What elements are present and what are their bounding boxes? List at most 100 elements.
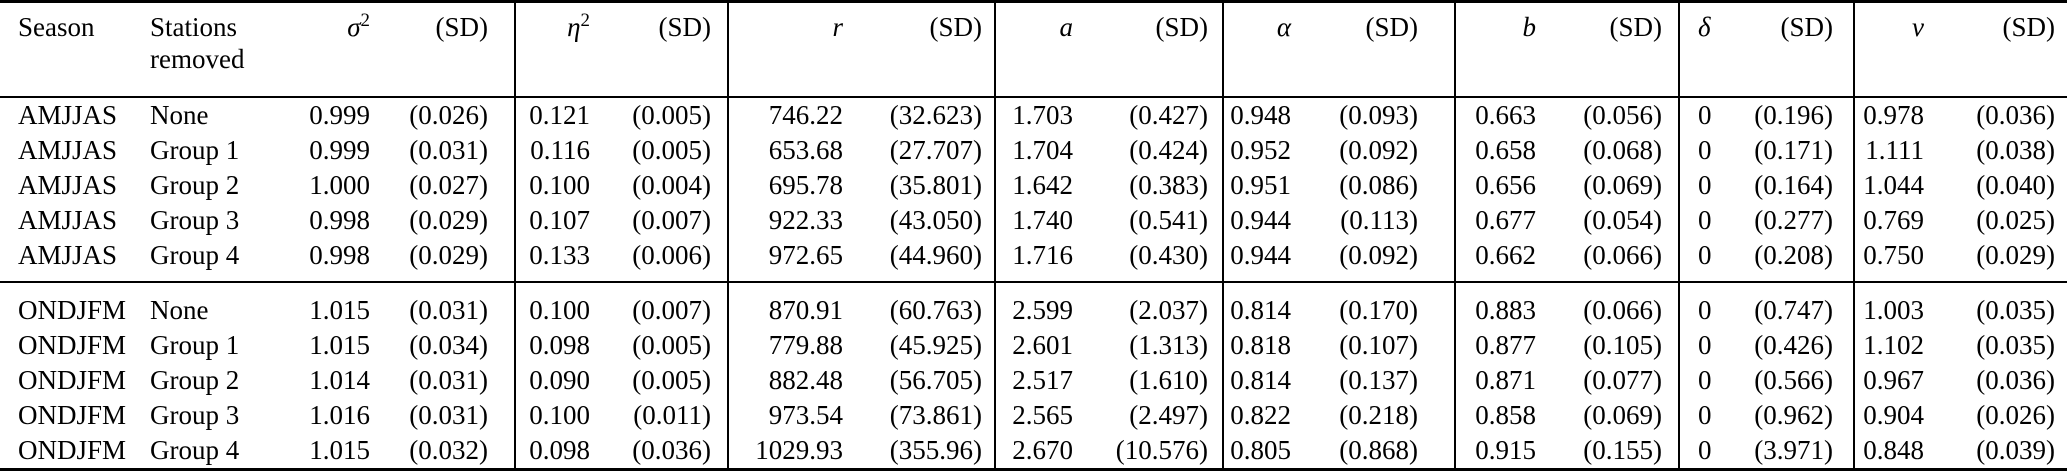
value-cell: 0.948 xyxy=(1222,97,1291,133)
value-cell: 1.015 xyxy=(309,294,370,325)
stations-removed-cell: Group 3 xyxy=(150,399,240,430)
col-header-delta: δ xyxy=(1678,1,1734,98)
r-symbol: r xyxy=(832,12,843,42)
value-cell: 695.78 xyxy=(727,168,843,203)
sd-cell: (0.092) xyxy=(1291,238,1455,283)
season-block-amjjas: AMJJAS None 0.999 (0.026) 0.121 (0.005) 746.22… xyxy=(0,97,2067,283)
sd-cell: (0.424) xyxy=(1129,134,1208,165)
sd-cell: (0.427) xyxy=(1129,99,1208,130)
sd-cell: (0.107) xyxy=(1339,329,1418,360)
season-cell: AMJJAS xyxy=(18,99,118,130)
eta-symbol: η xyxy=(567,12,581,42)
sd-cell: (0.962) xyxy=(1754,399,1833,430)
value-cell: 1.015 xyxy=(309,329,370,360)
value-cell: 1.740 xyxy=(994,203,1073,238)
value-cell: 0.883 xyxy=(1454,282,1536,328)
value-cell: 1.703 xyxy=(994,97,1073,133)
value-cell: 0.107 xyxy=(514,203,590,238)
sd-cell: (0.031) xyxy=(409,399,488,430)
sd-cell: (0.164) xyxy=(1754,169,1833,200)
season-cell: ONDJFM xyxy=(18,364,127,395)
stations-removed-cell: Group 4 xyxy=(150,434,240,465)
sd-cell: (0.056) xyxy=(1583,99,1662,130)
value-cell: 0.663 xyxy=(1454,97,1536,133)
value-cell: 1.111 xyxy=(1853,133,1924,168)
col-header-season: Season xyxy=(0,1,150,98)
sd-cell: (27.707) xyxy=(889,134,982,165)
season-cell: ONDJFM xyxy=(18,399,127,430)
sd-cell: (0.031) xyxy=(409,294,488,325)
sd-cell: (0.093) xyxy=(1339,99,1418,130)
value-cell: 0.871 xyxy=(1454,363,1536,398)
value-cell: 0.750 xyxy=(1853,238,1924,283)
sd-cell: (32.623) xyxy=(889,99,982,130)
sigma-symbol: σ xyxy=(347,12,361,42)
sd-cell: (0.027) xyxy=(409,169,488,200)
value-cell: 870.91 xyxy=(727,282,843,328)
value-cell: 0.944 xyxy=(1222,238,1291,283)
sd-cell: (0.066) xyxy=(1536,238,1679,283)
sd-cell: (0.036) xyxy=(1976,364,2055,395)
sd-cell: (0.007) xyxy=(632,204,711,235)
value-cell: 0 xyxy=(1678,203,1734,238)
value-cell: 0.133 xyxy=(514,238,590,283)
sigma-exponent: 2 xyxy=(360,10,370,31)
season-cell: AMJJAS xyxy=(18,134,118,165)
sd-cell: (0.005) xyxy=(632,99,711,130)
sd-cell: (56.705) xyxy=(889,364,982,395)
sd-cell: (0.113) xyxy=(1340,204,1418,235)
value-cell: 0.998 xyxy=(309,204,370,235)
sd-cell: (0.036) xyxy=(632,434,711,465)
sd-cell: (0.208) xyxy=(1734,238,1854,283)
season-cell: ONDJFM xyxy=(18,434,127,465)
sd-cell: (0.069) xyxy=(1583,169,1662,200)
value-cell: 2.517 xyxy=(994,363,1073,398)
value-cell: 0 xyxy=(1678,238,1734,283)
col-header-b-sd: (SD) xyxy=(1536,1,1679,98)
value-cell: 2.565 xyxy=(994,398,1073,433)
table-row: AMJJAS Group 3 0.998 (0.029) 0.107 (0.007) 922… xyxy=(0,203,2067,238)
table-row: ONDJFM Group 4 1.015 (0.032) 0.098 (0.036) 102… xyxy=(0,433,2067,470)
sd-cell: (0.026) xyxy=(409,99,488,130)
value-cell: 0.090 xyxy=(514,363,590,398)
value-cell: 0.999 xyxy=(309,99,370,130)
value-cell: 0 xyxy=(1678,282,1734,328)
value-cell: 1.003 xyxy=(1853,282,1924,328)
col-header-a-sd: (SD) xyxy=(1073,1,1223,98)
sd-cell: (0.868) xyxy=(1339,434,1418,465)
sd-cell: (2.037) xyxy=(1129,294,1208,325)
value-cell: 1.000 xyxy=(309,169,370,200)
sd-cell: (0.068) xyxy=(1583,134,1662,165)
col-header-r-sd: (SD) xyxy=(843,1,995,98)
header-row: Season Stations removed σ2 (SD) η2 (SD) … xyxy=(0,1,2067,98)
nu-symbol: ν xyxy=(1912,12,1924,42)
value-cell: 0 xyxy=(1678,168,1734,203)
value-cell: 2.601 xyxy=(994,328,1073,363)
sd-cell: (3.971) xyxy=(1754,434,1833,465)
value-cell: 0 xyxy=(1678,97,1734,133)
sd-cell: (0.011) xyxy=(633,399,711,430)
sd-cell: (0.086) xyxy=(1339,169,1418,200)
value-cell: 0.656 xyxy=(1454,168,1536,203)
sd-cell: (0.031) xyxy=(409,134,488,165)
value-cell: 746.22 xyxy=(727,97,843,133)
sd-cell: (0.034) xyxy=(409,329,488,360)
value-cell: 0.100 xyxy=(514,398,590,433)
value-cell: 922.33 xyxy=(727,203,843,238)
table-row: ONDJFM Group 2 1.014 (0.031) 0.090 (0.005) 882… xyxy=(0,363,2067,398)
col-header-nu-sd: (SD) xyxy=(1924,1,2067,98)
col-header-alpha: α xyxy=(1222,1,1291,98)
value-cell: 0 xyxy=(1678,398,1734,433)
sd-cell: (0.026) xyxy=(1976,399,2055,430)
table-header: Season Stations removed σ2 (SD) η2 (SD) … xyxy=(0,1,2067,98)
sd-cell: (0.031) xyxy=(409,364,488,395)
sd-cell: (0.171) xyxy=(1754,134,1833,165)
value-cell: 1.704 xyxy=(994,133,1073,168)
value-cell: 0.662 xyxy=(1454,238,1536,283)
table-row: AMJJAS Group 1 0.999 (0.031) 0.116 (0.005) 653… xyxy=(0,133,2067,168)
value-cell: 0.998 xyxy=(295,238,370,283)
sd-cell: (73.861) xyxy=(889,399,982,430)
sd-cell: (0.035) xyxy=(1976,294,2055,325)
value-cell: 0.100 xyxy=(514,282,590,328)
